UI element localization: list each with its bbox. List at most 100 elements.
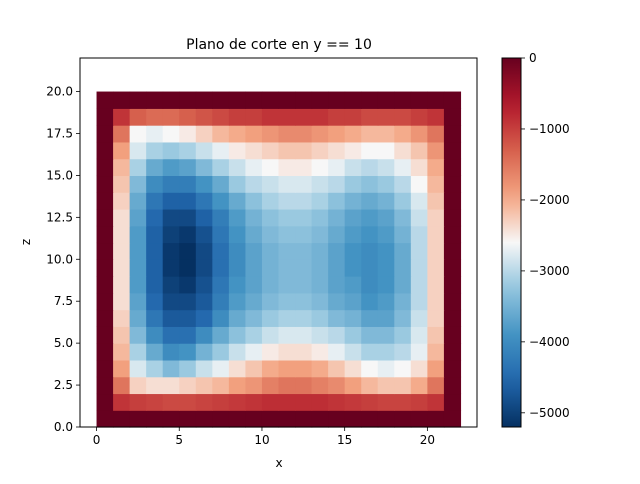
heatmap-cell [278, 276, 296, 294]
heatmap-cell [344, 326, 362, 344]
heatmap-cell [278, 125, 296, 143]
heatmap-cell [410, 309, 428, 327]
heatmap-cell [394, 309, 412, 327]
heatmap-cell [443, 175, 462, 193]
x-tick-label: 15 [337, 433, 352, 447]
heatmap-cell [328, 175, 346, 193]
heatmap-cell [427, 158, 445, 177]
heatmap-cell [361, 175, 379, 193]
heatmap-cell [377, 141, 395, 160]
heatmap-cell [410, 242, 428, 260]
heatmap-cell [228, 393, 247, 411]
heatmap-cell [328, 242, 346, 260]
heatmap-cell [311, 276, 329, 294]
heatmap-cell [295, 225, 313, 244]
heatmap-cell [328, 359, 346, 378]
heatmap-cell [311, 343, 329, 361]
heatmap-cell [162, 359, 180, 378]
heatmap-cell [344, 376, 362, 395]
heatmap-cell [427, 326, 445, 344]
heatmap-cell [228, 225, 247, 244]
heatmap-cell [443, 158, 462, 177]
heatmap-cell [146, 242, 164, 260]
heatmap-cell [113, 192, 131, 210]
heatmap-cell [377, 343, 395, 361]
heatmap-cell [295, 276, 313, 294]
heatmap-cell [146, 292, 164, 311]
heatmap-cell [377, 359, 395, 378]
colorbar-tick-label: −3000 [529, 264, 570, 278]
heatmap-cell [179, 393, 197, 411]
heatmap-cell [377, 125, 395, 143]
heatmap-cell [278, 158, 296, 177]
heatmap-cell [146, 326, 164, 344]
heatmap-cell [179, 208, 197, 227]
heatmap-cell [361, 376, 379, 395]
heatmap-cell [394, 259, 412, 277]
heatmap-cell [162, 108, 180, 126]
heatmap-cell [311, 376, 329, 395]
heatmap-cell [212, 326, 230, 344]
heatmap-cell [295, 359, 313, 378]
heatmap-cell [344, 393, 362, 411]
heatmap-cell [427, 91, 445, 109]
heatmap-cell [212, 410, 230, 428]
heatmap-cell [361, 225, 379, 244]
heatmap-cell [113, 410, 131, 428]
heatmap-cell [261, 208, 280, 227]
heatmap-cell [113, 393, 131, 411]
heatmap-cell [443, 393, 462, 411]
heatmap-cell [443, 242, 462, 260]
heatmap-cell [344, 108, 362, 126]
heatmap-cell [129, 158, 147, 177]
heatmap-cell [146, 125, 164, 143]
heatmap-cell [394, 175, 412, 193]
heatmap-cell [245, 225, 263, 244]
heatmap-cell [427, 225, 445, 244]
heatmap-cell [443, 292, 462, 311]
heatmap-cell [113, 343, 131, 361]
heatmap-cell [179, 410, 197, 428]
heatmap-cell [394, 359, 412, 378]
heatmap-cell [162, 208, 180, 227]
heatmap-cell [344, 125, 362, 143]
heatmap-cell [113, 359, 131, 378]
heatmap-cell [179, 175, 197, 193]
heatmap-cell [212, 108, 230, 126]
heatmap-cell [328, 376, 346, 395]
heatmap-cell [344, 359, 362, 378]
heatmap-cell [311, 410, 329, 428]
heatmap-cell [410, 343, 428, 361]
heatmap-cell [377, 276, 395, 294]
heatmap-cell [394, 343, 412, 361]
heatmap-cell [361, 309, 379, 327]
heatmap-cell [146, 141, 164, 160]
heatmap-cell [129, 242, 147, 260]
heatmap-cell [377, 208, 395, 227]
heatmap-cell [96, 91, 114, 109]
heatmap-cell [311, 292, 329, 311]
heatmap-cell [129, 309, 147, 327]
heatmap-cell [443, 225, 462, 244]
y-axis: 0.0 2.5 5.0 7.5 10.0 12.5 15.0 17.5 20.0 [46, 85, 80, 434]
heatmap-cell [410, 292, 428, 311]
heatmap-cell [146, 309, 164, 327]
heatmap-cell [195, 108, 213, 126]
heatmap-cell [162, 343, 180, 361]
heatmap-cell [443, 276, 462, 294]
heatmap-cell [377, 326, 395, 344]
heatmap-cell [228, 91, 247, 109]
heatmap-cell [377, 192, 395, 210]
heatmap-cell [261, 276, 280, 294]
heatmap-cell [410, 393, 428, 411]
heatmap-cell [361, 91, 379, 109]
heatmap-cell [212, 125, 230, 143]
heatmap-cell [179, 376, 197, 395]
heatmap-cell [195, 158, 213, 177]
heatmap-cell [278, 309, 296, 327]
heatmap-cell [311, 91, 329, 109]
heatmap-cell [96, 309, 114, 327]
heatmap-cell [394, 410, 412, 428]
heatmap-cell [377, 376, 395, 395]
